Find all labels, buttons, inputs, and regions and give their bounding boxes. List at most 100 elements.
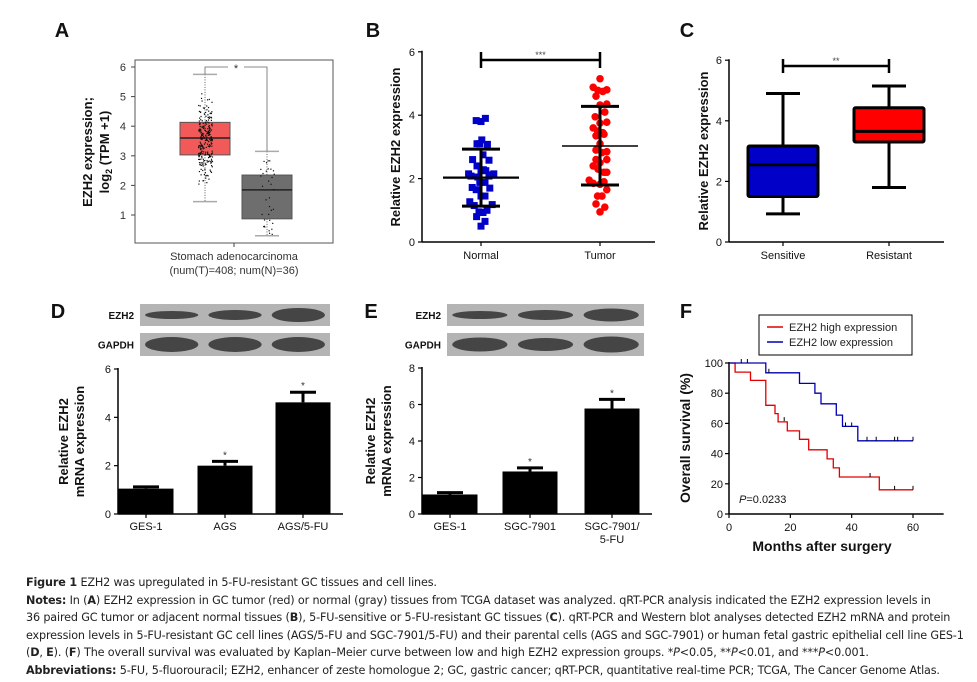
data-point-a xyxy=(270,183,272,185)
figure-canvas: A 1 2 3 4 5 6 Stomach adenocarcinoma (num(T)=408… xyxy=(51,20,944,554)
panel-label-a: A xyxy=(55,20,69,42)
data-point-a xyxy=(211,150,213,152)
notes-text-1: In (A) EZH2 expression in GC tumor (red)… xyxy=(66,593,931,607)
data-point-a xyxy=(210,170,212,173)
caption-segment: F xyxy=(68,646,77,660)
data-point-a xyxy=(201,145,204,147)
data-point-a xyxy=(202,128,204,130)
x-tick-label-f: 20 xyxy=(784,522,796,534)
data-point-a xyxy=(268,205,271,208)
x-tick-label-f: 40 xyxy=(846,522,858,534)
data-point-a xyxy=(200,144,202,146)
data-point-a xyxy=(201,145,204,147)
data-point-a xyxy=(200,119,202,121)
data-point-a xyxy=(210,162,212,164)
blot-band-d xyxy=(271,337,325,352)
data-point-a xyxy=(207,114,209,116)
y-tick-label-a: 2 xyxy=(120,180,126,192)
data-point-a xyxy=(207,130,209,132)
series-normal-b xyxy=(443,114,519,230)
box-body xyxy=(746,144,820,199)
data-point-a xyxy=(198,158,200,161)
data-point-a xyxy=(203,137,205,139)
panel-c: C 0 2 4 6 Sensitive Resistant Relative EZH2 exp… xyxy=(680,20,944,262)
survival-curve-low xyxy=(729,362,913,442)
data-point-a xyxy=(268,232,271,234)
data-point-a xyxy=(198,156,200,158)
y-axis-label-line1-e: Relative EZH2 xyxy=(363,398,378,485)
y-tick-label-a: 3 xyxy=(120,151,126,163)
panel-label-b: B xyxy=(366,20,380,42)
data-point-a xyxy=(206,109,208,111)
data-point-a xyxy=(201,162,203,164)
data-point-a xyxy=(204,129,207,132)
data-point-circle xyxy=(592,146,600,154)
box-body xyxy=(852,106,926,144)
data-point-a xyxy=(208,134,210,136)
data-point-a xyxy=(198,147,200,149)
data-point-square xyxy=(481,114,489,122)
data-point-square xyxy=(485,156,493,164)
x-axis-label-a-line2: (num(T)=408; num(N)=36) xyxy=(170,265,299,277)
data-point-a xyxy=(200,128,202,130)
notes-text-3: expression levels in 5-FU-resistant GC c… xyxy=(26,629,964,642)
data-point-a xyxy=(210,154,212,156)
caption-segment: ), 5-FU-sensitive or 5-FU-resistant GC t… xyxy=(298,611,550,625)
data-point-a xyxy=(210,136,212,138)
data-point-a xyxy=(199,128,201,130)
data-point-a xyxy=(198,152,200,155)
data-point-a xyxy=(206,136,208,138)
x-tick-label-e: SGC-7901/ xyxy=(584,521,640,533)
data-point-a xyxy=(201,148,203,150)
data-point-a xyxy=(209,169,211,171)
x-tick-label-c: Sensitive xyxy=(761,250,806,262)
data-point-a xyxy=(272,170,275,172)
data-point-a xyxy=(200,152,203,154)
data-point-circle xyxy=(592,200,600,208)
caption-segment: A xyxy=(87,593,96,607)
data-point-a xyxy=(198,130,200,132)
blot-band-e xyxy=(452,311,508,319)
data-point-a xyxy=(269,219,271,221)
data-point-square xyxy=(483,140,491,148)
data-point-a xyxy=(198,154,200,157)
data-point-a xyxy=(207,145,209,147)
legend-box-f xyxy=(758,314,913,356)
x-axis-label-a-line1: Stomach adenocarcinoma xyxy=(170,251,299,263)
data-point-a xyxy=(205,146,207,149)
significance-label-a: * xyxy=(234,63,239,75)
data-point-square xyxy=(488,201,496,209)
data-point-square xyxy=(468,183,476,191)
data-point-a xyxy=(198,158,201,161)
data-point-a xyxy=(269,160,271,162)
data-point-a xyxy=(206,139,208,141)
data-point-a xyxy=(202,125,205,127)
y-tick-label-f: 20 xyxy=(711,479,723,491)
box-tumor-a xyxy=(179,73,231,203)
data-point-a xyxy=(198,104,200,107)
data-point-a xyxy=(210,155,212,157)
data-point-a xyxy=(268,213,270,216)
data-point-a xyxy=(199,164,201,166)
blot-label-gapdh-e: GAPDH xyxy=(405,341,441,352)
data-point-circle xyxy=(603,155,611,164)
data-point-a xyxy=(272,208,275,210)
caption-segment: E xyxy=(46,646,54,660)
data-point-a xyxy=(206,182,208,184)
blot-band-e xyxy=(517,310,574,320)
panel-b: B 0 2 4 6 Normal Tumor Relative EZH2 expression… xyxy=(366,20,655,262)
data-point-a xyxy=(267,160,269,162)
caption-notes-line-1: Notes: In (A) EZH2 expression in GC tumo… xyxy=(26,592,971,610)
caption-segment: ) EZH2 expression in GC tumor (red) or n… xyxy=(95,593,931,607)
data-point-square xyxy=(481,192,489,200)
panel-d: D EZH2 GAPDH 0 2 4 6 GES-1 * AGS * AGS/5-FU Relative… xyxy=(51,301,343,533)
y-tick-label-a: 5 xyxy=(120,92,126,104)
data-point-square xyxy=(472,117,480,125)
data-point-a xyxy=(210,116,212,118)
data-point-a xyxy=(205,151,207,153)
caption-segment: ). ( xyxy=(53,646,69,660)
data-point-a xyxy=(211,166,213,168)
blot-label-ezh2-d: EZH2 xyxy=(108,311,134,322)
data-point-a xyxy=(210,137,212,139)
data-point-a xyxy=(206,131,208,133)
